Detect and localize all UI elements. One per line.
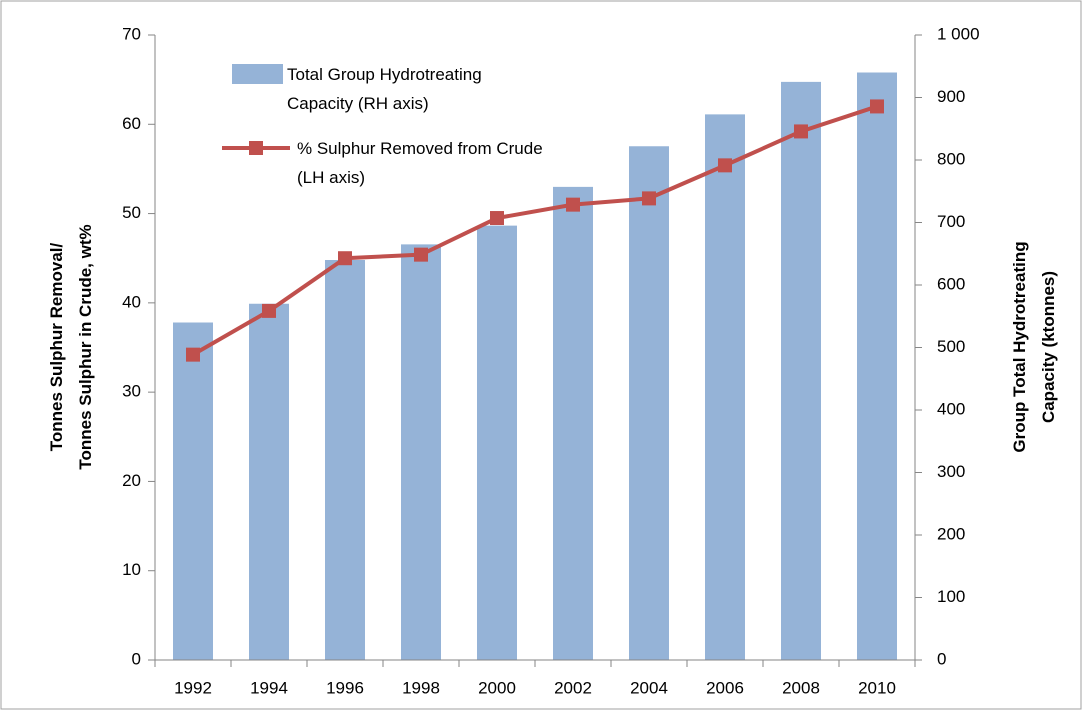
x-tick-label: 1996 <box>326 678 364 697</box>
y2-tick-label: 1 000 <box>937 24 980 43</box>
bar <box>857 72 897 660</box>
y-tick-label: 60 <box>122 114 141 133</box>
x-tick-label: 2000 <box>478 678 516 697</box>
x-tick-label: 1998 <box>402 678 440 697</box>
y2-axis-title: Group Total Hydrotreating Capacity (ktonn… <box>1010 241 1058 452</box>
x-tick-label: 2006 <box>706 678 744 697</box>
marker <box>794 124 808 139</box>
y2-axis-title-line: Capacity (ktonnes) <box>1039 271 1058 423</box>
y-tick-label: 20 <box>122 471 141 490</box>
y-tick-label: 30 <box>122 382 141 401</box>
legend-label: % Sulphur Removed from Crude (LH axis) <box>297 139 543 187</box>
bar <box>401 244 441 660</box>
x-tick-label: 2008 <box>782 678 820 697</box>
bar <box>629 146 669 660</box>
y2-tick-label: 900 <box>937 87 965 106</box>
line <box>192 104 878 357</box>
y-tick-label: 50 <box>122 203 141 222</box>
y2-axis-title-line: Group Total Hydrotreating <box>1010 241 1029 452</box>
bar <box>477 225 517 660</box>
x-tick-label: 2002 <box>554 678 592 697</box>
y2-tick-label: 100 <box>937 587 965 606</box>
y2-tick-label: 400 <box>937 399 965 418</box>
x-tick-label: 1994 <box>250 678 288 697</box>
y-axis-title-line: Tonnes Sulphur Removal/ <box>47 243 66 452</box>
y-axis-title-line: Tonnes Sulphur in Crude, wt% <box>76 224 95 469</box>
marker <box>262 303 276 318</box>
y-tick-label: 70 <box>122 24 141 43</box>
marker <box>870 99 884 114</box>
x-tick-label: 2004 <box>630 678 668 697</box>
y2-tick-label: 600 <box>937 274 965 293</box>
legend-marker <box>249 141 263 155</box>
bar <box>325 260 365 660</box>
marker <box>186 347 200 362</box>
legend-label: Total Group Hydrotreating Capacity (RH a… <box>287 65 482 113</box>
bar <box>705 114 745 660</box>
y-tick-label: 0 <box>132 649 141 668</box>
bar <box>173 322 213 660</box>
y-tick-label: 40 <box>122 292 141 311</box>
x-tick-label: 2010 <box>858 678 896 697</box>
y2-tick-label: 800 <box>937 149 965 168</box>
y2-tick-label: 0 <box>937 649 946 668</box>
bar <box>781 81 821 660</box>
y2-tick-label: 200 <box>937 524 965 543</box>
legend-swatch <box>232 64 283 84</box>
marker <box>414 247 428 262</box>
y-axis-title: Tonnes Sulphur Removal/Tonnes Sulphur in… <box>47 224 95 469</box>
y2-tick-label: 300 <box>937 462 965 481</box>
marker <box>566 197 580 212</box>
bar <box>553 186 593 660</box>
bar <box>249 303 289 660</box>
y2-tick-label: 700 <box>937 212 965 231</box>
marker <box>490 211 504 226</box>
marker <box>718 158 732 173</box>
y2-tick-label: 500 <box>937 337 965 356</box>
y-tick-label: 10 <box>122 560 141 579</box>
x-tick-label: 1992 <box>174 678 212 697</box>
marker <box>642 191 656 206</box>
marker <box>338 251 352 266</box>
